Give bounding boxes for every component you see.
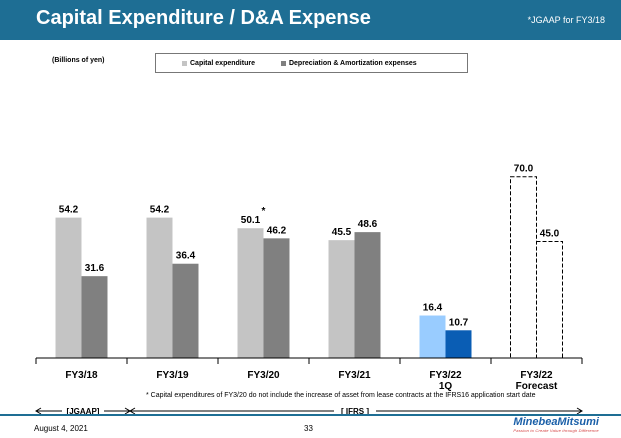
capex-bar-3	[328, 240, 355, 358]
logo-name: MinebeaMitsumi	[513, 416, 599, 428]
capex-value-label-4: 16.4	[423, 303, 443, 314]
x-tick-label-1: FY3/19	[156, 370, 189, 381]
da-value-label-1: 36.4	[176, 251, 196, 262]
page-number: 33	[304, 424, 313, 433]
da-bar-5	[536, 240, 563, 359]
capex-annotation-mark: *	[262, 206, 266, 217]
legend-item-da: Depreciation & Amortization expenses	[280, 59, 417, 67]
capex-value-label-2: 50.1	[241, 215, 261, 226]
da-bar-0	[81, 276, 108, 358]
jgaap-bracket-left-arrow	[35, 407, 42, 415]
da-bar-3	[354, 232, 381, 358]
footer-divider	[0, 414, 621, 416]
ifrs-bracket-left-arrow	[129, 407, 136, 415]
legend-label-da: Depreciation & Amortization expenses	[288, 59, 417, 67]
da-value-label-0: 31.6	[85, 263, 105, 274]
x-tick-label-3: FY3/21	[338, 370, 371, 381]
x-tick-label-0: FY3/18	[65, 370, 98, 381]
capex-bar-0	[55, 217, 82, 358]
legend-swatch-capex	[182, 60, 187, 66]
da-bar-4	[445, 330, 472, 358]
chart-legend: Capital expenditure Depreciation & Amort…	[155, 53, 468, 73]
segment-label-ifrs: [ IFRS ]	[341, 407, 369, 416]
capex-bar-1	[146, 217, 173, 358]
capex-footnote: * Capital expenditures of FY3/20 do not …	[146, 392, 536, 399]
capex-bar-2	[237, 228, 264, 358]
capex-value-label-3: 45.5	[332, 227, 352, 238]
x-tick-label-4: FY3/22	[429, 370, 462, 381]
ifrs-bracket-right-arrow	[576, 407, 583, 415]
capex-value-label-5: 70.0	[514, 164, 534, 175]
company-logo: MinebeaMitsumi Passion to Create Value t…	[513, 416, 599, 433]
x-tick-label-2: FY3/20	[247, 370, 280, 381]
capex-value-label-0: 54.2	[59, 205, 79, 216]
x-tick-label-5: FY3/22	[520, 370, 553, 381]
x-tick-label-4-line2: 1Q	[439, 381, 453, 392]
x-tick-label-5-line2: Forecast	[516, 381, 558, 392]
capex-bar-5	[510, 176, 537, 359]
capex-bar-4	[419, 315, 446, 358]
da-value-label-4: 10.7	[449, 317, 469, 328]
da-value-label-2: 46.2	[267, 225, 287, 236]
da-value-label-5: 45.0	[540, 228, 560, 239]
legend-swatch-da	[280, 60, 286, 66]
da-value-label-3: 48.6	[358, 219, 378, 230]
legend-item-capex: Capital expenditure	[182, 60, 255, 67]
da-bar-1	[172, 263, 199, 358]
unit-label: (Billions of yen)	[52, 57, 105, 64]
logo-tagline: Passion to Create Value through Differen…	[513, 428, 599, 433]
da-bar-2	[263, 238, 290, 358]
segment-label-jgaap: [JGAAP]	[67, 407, 100, 416]
legend-label-capex: Capital expenditure	[190, 59, 255, 67]
title-bar: Capital Expenditure / D&A Expense *JGAAP…	[0, 0, 621, 40]
page-title: Capital Expenditure / D&A Expense	[36, 7, 371, 29]
capex-value-label-1: 54.2	[150, 205, 170, 216]
footer-date: August 4, 2021	[34, 424, 88, 433]
jgaap-note: *JGAAP for FY3/18	[527, 15, 605, 25]
